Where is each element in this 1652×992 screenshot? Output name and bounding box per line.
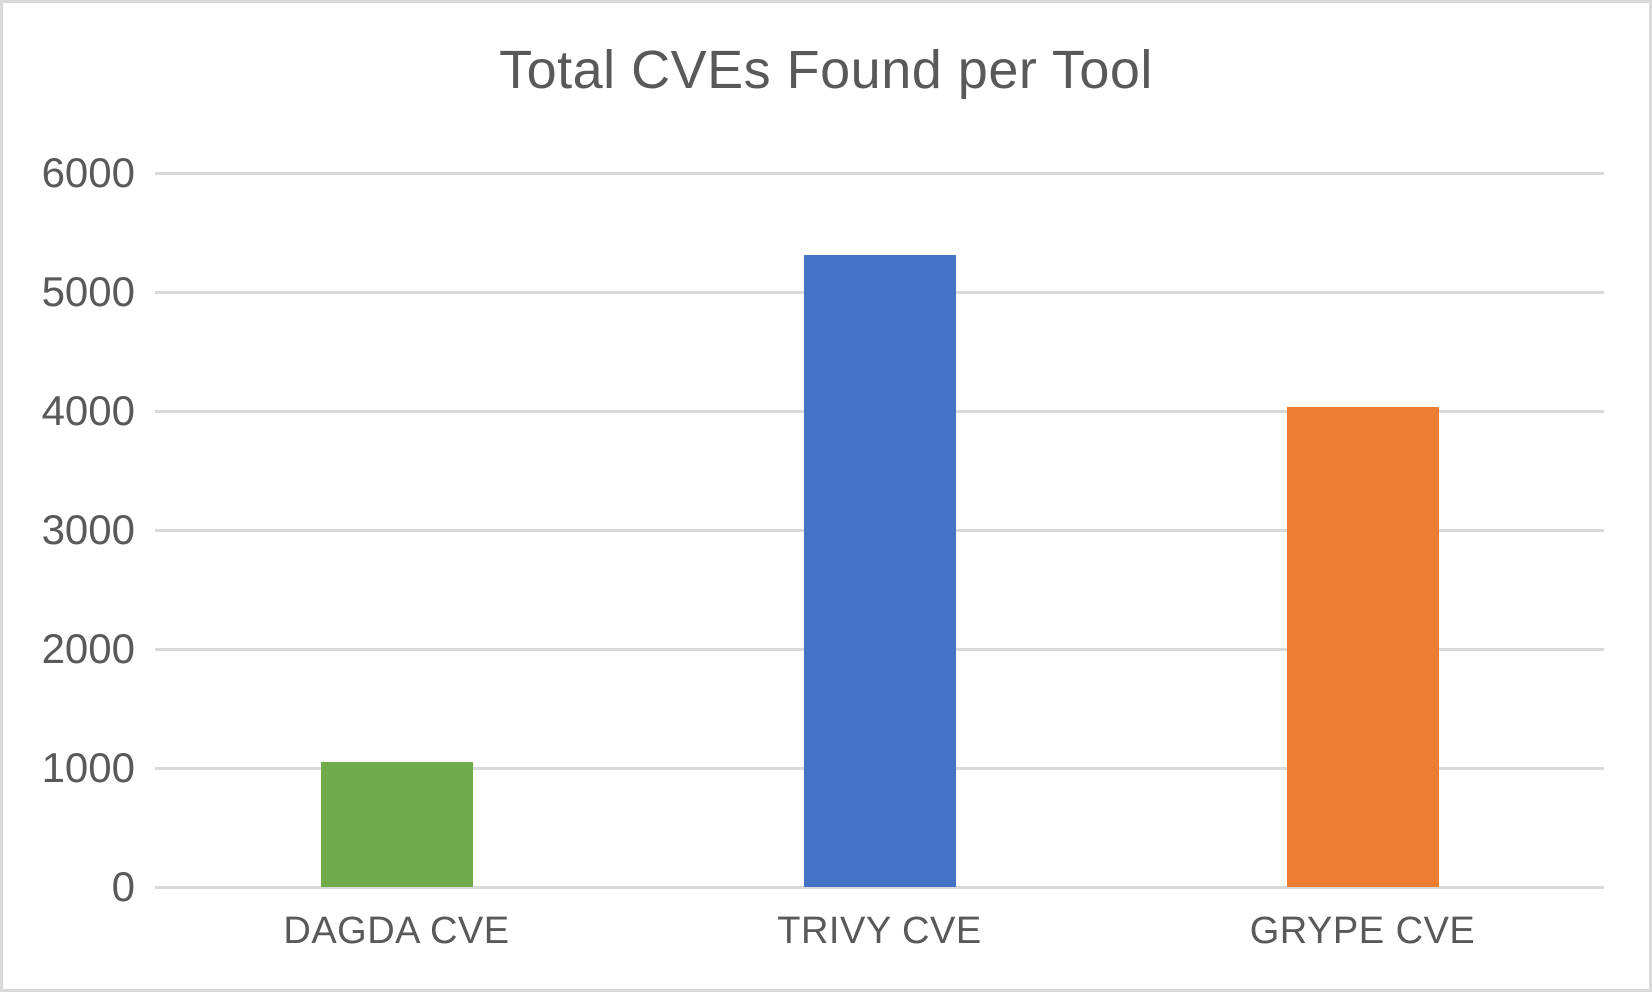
y-axis-tick-label: 2000 bbox=[41, 625, 135, 672]
bar-trivy-cve bbox=[803, 255, 956, 887]
y-axis-tick-label: 6000 bbox=[41, 149, 135, 196]
gridline-y-0 bbox=[155, 885, 1604, 889]
chart-title: Total CVEs Found per Tool bbox=[499, 40, 1153, 100]
x-axis-category-label: TRIVY CVE bbox=[777, 910, 982, 952]
plot-area bbox=[155, 171, 1604, 889]
y-axis-tick-label: 0 bbox=[111, 863, 135, 910]
bar-grype-cve bbox=[1286, 407, 1439, 887]
y-axis-tick-label: 3000 bbox=[41, 506, 135, 553]
gridline-y-6000 bbox=[155, 171, 1604, 175]
y-axis-tick-label: 5000 bbox=[41, 268, 135, 315]
y-axis: 0 1000 2000 3000 4000 5000 6000 bbox=[3, 3, 135, 992]
y-axis-tick-label: 1000 bbox=[41, 744, 135, 791]
x-axis-category-label: DAGDA CVE bbox=[283, 910, 510, 952]
x-axis: DAGDA CVE TRIVY CVE GRYPE CVE bbox=[155, 905, 1604, 957]
x-axis-category-label: GRYPE CVE bbox=[1249, 910, 1476, 952]
bar-dagda-cve bbox=[320, 762, 473, 887]
y-axis-tick-label: 4000 bbox=[41, 387, 135, 434]
